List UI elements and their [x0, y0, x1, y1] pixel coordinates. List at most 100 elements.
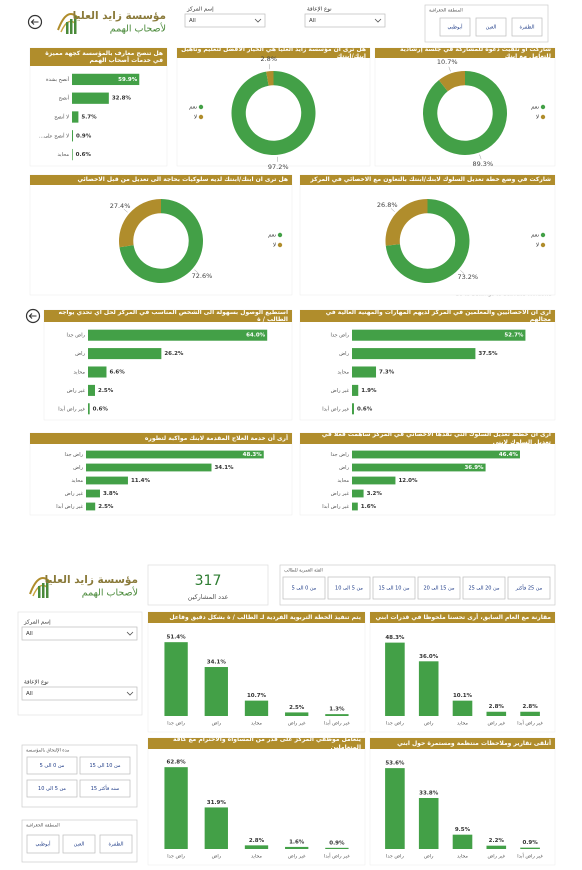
chart-title-bar: أرى ان خطط تعديل السلوك التي نفذها الاخص…	[300, 433, 555, 444]
chart-title-bar: أرى أن خدمة العلاج المقدمة لابنك مواكبة …	[30, 433, 292, 444]
category-label: راض	[212, 854, 222, 860]
data-label: 0.6%	[76, 152, 92, 158]
leader-line	[460, 270, 465, 274]
slicer-title: المنطقة الجغرافية	[429, 9, 463, 14]
slicer-button[interactable]	[282, 576, 326, 600]
chart-title: شاركت أو تلقيت دعوة للمشاركة في جلسة إرش…	[375, 48, 555, 58]
data-label: 2.2%	[489, 838, 505, 844]
data-label: 10.7%	[247, 693, 267, 699]
category-label: لا أنصح على...	[39, 132, 69, 139]
chart-title: هل ترى ان ابنك/ابنتك لديه سلوكيات بحاجة …	[30, 175, 292, 185]
category-label: راض	[424, 854, 434, 860]
legend-label: لا	[273, 243, 276, 249]
dropdown-value: All	[309, 18, 316, 24]
slicer-button[interactable]	[26, 834, 60, 854]
slicer-title: المنطقة الجغرافية	[26, 824, 60, 829]
dropdown[interactable]	[21, 626, 138, 641]
category-label: راض جدا	[167, 854, 185, 860]
slicer-button[interactable]	[79, 779, 131, 798]
dropdown-chevron	[126, 691, 134, 696]
data-label: 48.3%	[243, 452, 263, 458]
bar	[352, 463, 486, 472]
slicer-option: أبوظبي	[447, 24, 463, 31]
data-label: 2.5%	[98, 388, 114, 394]
donut-segment	[118, 199, 161, 248]
data-label: 7.3%	[379, 370, 395, 376]
filter-label: نوع الإعاقة	[307, 7, 332, 13]
chart-panel	[299, 432, 556, 516]
leader-line	[479, 154, 482, 160]
category-label: راض جدا	[386, 854, 404, 860]
slicer-button[interactable]	[511, 17, 543, 37]
slicer-button[interactable]	[26, 756, 78, 775]
bar	[285, 712, 309, 716]
slicer-button[interactable]	[26, 779, 78, 798]
category-label: أنصح بشدة	[46, 76, 70, 83]
chart-panel	[29, 432, 293, 516]
dropdown-chevron	[254, 18, 262, 23]
dropdown[interactable]	[304, 13, 386, 28]
category-label: محايد	[58, 152, 70, 158]
data-label: 62.8%	[167, 760, 187, 766]
chart-title-bar: هل ترى ان مؤسسة زايد العليا هي الخيار ال…	[177, 48, 370, 58]
legend-label: لا	[536, 115, 539, 121]
data-label: 11.4%	[131, 478, 151, 484]
slicer-button[interactable]	[475, 17, 507, 37]
legend-swatch	[540, 104, 546, 110]
bar	[352, 502, 358, 511]
chart-panel	[43, 309, 293, 421]
logo-icon	[66, 22, 69, 34]
slicer-button[interactable]	[62, 834, 96, 854]
slicer-button[interactable]	[439, 17, 471, 37]
slicer-button[interactable]	[79, 756, 131, 775]
filter-label: إسم المركز	[186, 6, 214, 13]
data-label: 89.3%	[472, 160, 493, 168]
back-button[interactable]	[27, 14, 43, 30]
category-label: غير راض	[288, 721, 306, 727]
dropdown-chevron	[126, 631, 134, 636]
legend-swatch	[198, 114, 204, 120]
chart-title-bar: أستطيع الوصول بسهولة الى الشخص المناسب ف…	[44, 310, 292, 322]
legend-label: نعم	[189, 105, 197, 111]
kpi-value: 317	[195, 573, 222, 589]
category-label: راض	[339, 465, 349, 471]
data-label: 73.2%	[457, 273, 478, 281]
category-label: غير راض أبدا	[517, 720, 543, 727]
logo-name: مؤسسة زايد العليا	[73, 10, 166, 22]
slicer-option: من 10 الى 15	[378, 586, 409, 592]
donut-segment	[266, 71, 274, 86]
data-label: 34.1%	[214, 465, 234, 471]
slicer-button[interactable]	[507, 576, 551, 600]
data-label: 34.1%	[207, 660, 227, 666]
legend-swatch	[277, 232, 283, 238]
data-label: 51.4%	[167, 635, 187, 641]
slicer-button[interactable]	[372, 576, 416, 600]
slicer-button[interactable]	[327, 576, 371, 600]
logo-tagline: لأصحاب الهمم	[110, 23, 166, 35]
donut-segment	[423, 71, 507, 155]
chart-panel	[29, 47, 168, 167]
dropdown-value: All	[189, 18, 196, 24]
data-label: 27.4%	[110, 202, 131, 210]
donut-segment	[438, 71, 465, 92]
slicer-button[interactable]	[462, 576, 506, 600]
chart-title-bar: شاركت أو تلقيت دعوة للمشاركة في جلسة إرش…	[375, 48, 555, 58]
filter-label: نوع الإعاقة	[24, 680, 49, 686]
bar	[88, 329, 268, 341]
dropdown[interactable]	[184, 13, 266, 28]
category-label: محايد	[338, 370, 350, 376]
chart-title-bar: شاركت في وضع خطة تعديل السلوك لابنك/ابنت…	[300, 175, 555, 185]
category-label: راض	[424, 721, 434, 727]
legend-swatch	[198, 104, 204, 110]
data-label: 31.9%	[207, 800, 227, 806]
category-label: غير راض	[67, 388, 86, 394]
dropdown[interactable]	[21, 686, 138, 701]
back-button[interactable]	[25, 308, 41, 324]
leader-line	[123, 208, 128, 213]
slicer-button[interactable]	[417, 576, 461, 600]
data-label: 2.5%	[289, 705, 305, 711]
chart-title-bar: يتم تنفيذ الخطة التربوية الفردية لـ الطا…	[148, 612, 365, 623]
slicer-option: العين	[74, 842, 85, 848]
category-label: غير راض أبدا	[322, 405, 349, 412]
slicer-button[interactable]	[99, 834, 133, 854]
